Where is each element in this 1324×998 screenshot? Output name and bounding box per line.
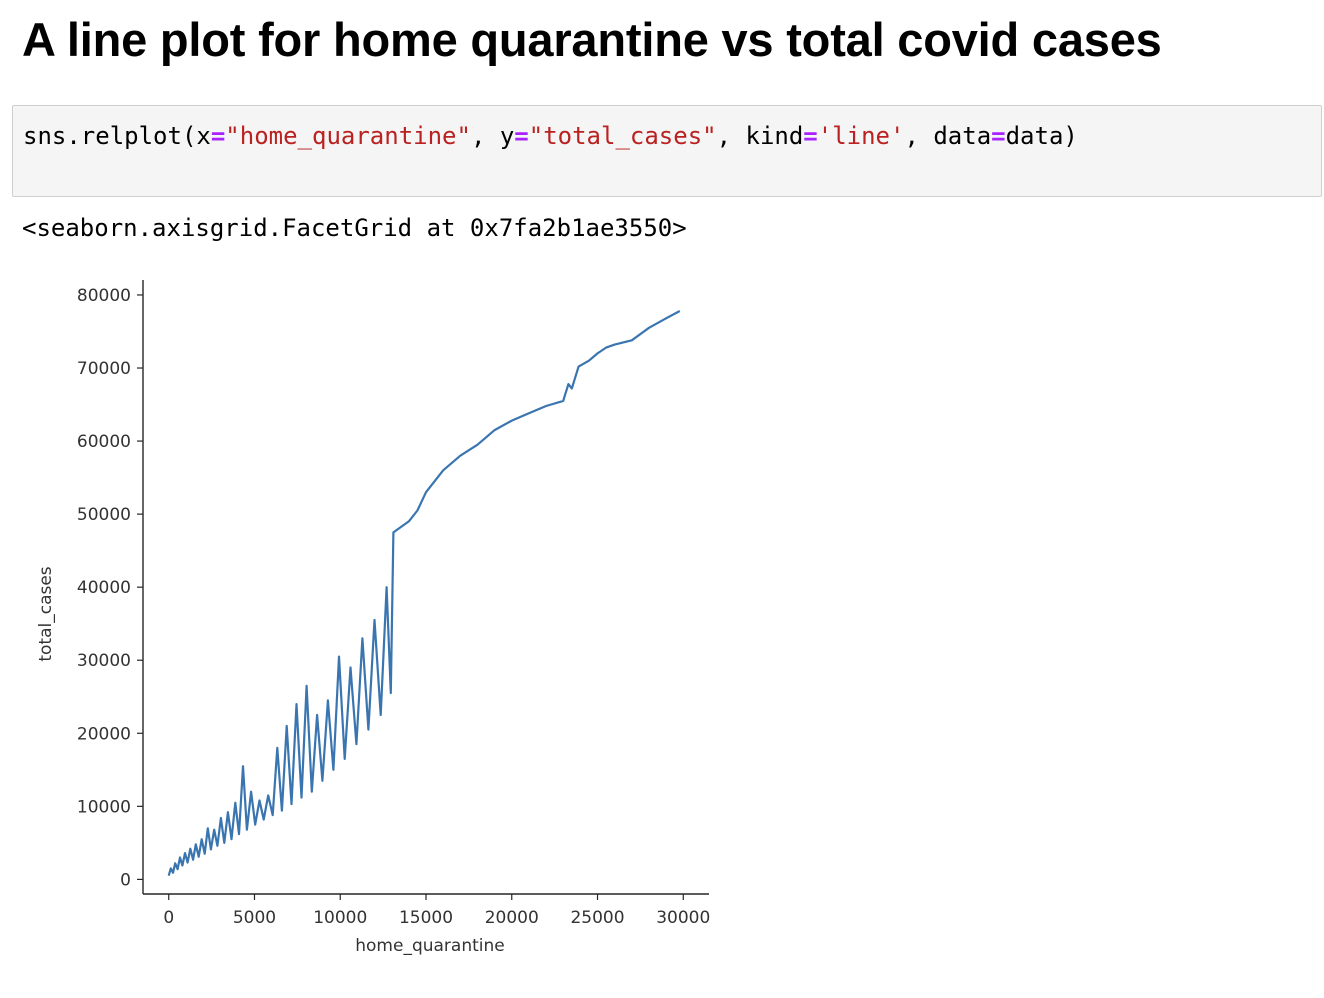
code-token: data) <box>1005 122 1078 150</box>
y-tick-label: 60000 <box>77 432 131 452</box>
code-token: = <box>514 122 529 150</box>
code-token: , data <box>904 122 992 150</box>
x-tick-label: 25000 <box>570 908 624 928</box>
x-tick-label: 0 <box>163 908 174 928</box>
line-chart: 0 5000 10000 15000 20000 25000 30000 0 10000 2000… <box>36 280 710 956</box>
code-line: sns.relplot(x="home_quarantine", y="tota… <box>23 122 1078 150</box>
page-heading: A line plot for home quarantine vs total… <box>22 13 1162 66</box>
y-tick-label: 50000 <box>77 505 131 525</box>
code-token: = <box>210 122 226 150</box>
y-tick-label: 10000 <box>77 797 131 817</box>
code-token: = <box>803 122 818 150</box>
y-tick-label: 40000 <box>77 578 131 598</box>
code-token: "total_cases" <box>528 122 717 150</box>
y-axis-label: total_cases <box>36 566 56 661</box>
x-tick-label: 10000 <box>313 908 367 928</box>
code-token: "home_quarantine" <box>225 122 471 150</box>
chart-axes: 0 5000 10000 15000 20000 25000 30000 0 10000 2000… <box>77 280 710 928</box>
x-tick-label: 30000 <box>656 908 710 928</box>
y-tick-label: 30000 <box>77 651 131 671</box>
y-tick-label: 20000 <box>77 724 131 744</box>
chart-line-layer <box>167 310 681 877</box>
cell-output-text: <seaborn.axisgrid.FacetGrid at 0x7fa2b1a… <box>22 214 687 242</box>
y-tick-label: 80000 <box>77 286 131 306</box>
code-token: , y <box>470 122 515 150</box>
code-token: 'line' <box>817 122 905 150</box>
x-tick-label: 5000 <box>233 908 276 928</box>
y-tick-label: 70000 <box>77 359 131 379</box>
code-cell[interactable]: sns.relplot(x="home_quarantine", y="tota… <box>12 105 1322 197</box>
x-tick-label: 20000 <box>485 908 539 928</box>
x-axis-label: home_quarantine <box>355 936 504 956</box>
x-tick-label: 15000 <box>399 908 453 928</box>
code-token: , kind <box>716 122 804 150</box>
code-token: = <box>991 122 1006 150</box>
code-token: sns.relplot(x <box>23 122 211 150</box>
series-line-0 <box>167 310 681 877</box>
y-tick-label: 0 <box>120 870 131 890</box>
